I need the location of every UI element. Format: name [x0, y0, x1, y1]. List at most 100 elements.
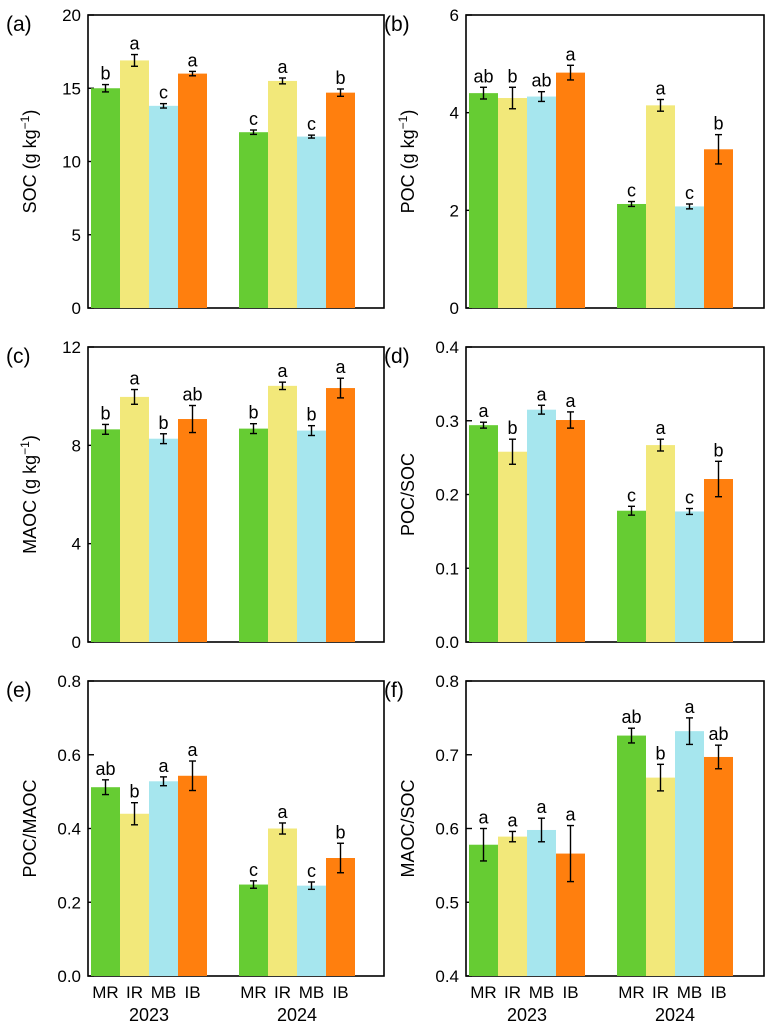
y-tick-label: 0.4: [435, 967, 459, 986]
y-tick-label: 10: [62, 153, 81, 172]
significance-letter: a: [565, 391, 576, 411]
y-tick-label: 15: [62, 79, 81, 98]
x-tick-label: MR: [618, 983, 644, 1002]
panel-label: (b): [384, 13, 410, 36]
y-axis-label-close: ): [20, 110, 40, 116]
bar-IB-2024: [326, 92, 355, 309]
significance-letter: a: [187, 740, 198, 760]
x-tick-label: MB: [529, 983, 555, 1002]
bar-IR-2024: [646, 777, 675, 976]
significance-letter: a: [536, 797, 547, 817]
bar-MR-2023: [469, 93, 498, 308]
significance-letter: a: [655, 78, 666, 98]
significance-letter: b: [306, 405, 316, 425]
y-tick-label: 6: [450, 6, 459, 25]
bar-MR-2023: [91, 88, 120, 308]
significance-letter: a: [187, 50, 198, 70]
bar-MB-2023: [149, 105, 178, 308]
bar-IB-2024: [704, 756, 733, 976]
significance-letter: b: [100, 64, 110, 84]
y-axis-label: MAOC/SOC: [398, 779, 418, 877]
significance-letter: a: [478, 401, 489, 421]
y-tick-label: 0: [450, 299, 459, 318]
x-tick-label: IR: [274, 983, 291, 1002]
x-tick-label: IR: [504, 983, 521, 1002]
bar-IR-2024: [268, 80, 297, 308]
x-group-label: 2023: [129, 1005, 169, 1025]
bar-IB-2023: [556, 72, 585, 308]
y-tick-label: 8: [72, 436, 81, 455]
x-tick-label: IB: [184, 983, 200, 1002]
panel-e: (e)0.00.20.40.60.8POC/MAOCabMRbIRaMBaIB2…: [6, 672, 385, 1025]
bar-IR-2023: [498, 836, 527, 976]
bar-MR-2023: [469, 844, 498, 976]
significance-letter: b: [507, 418, 517, 438]
x-tick-label: MR: [240, 983, 266, 1002]
y-tick-label: 0.8: [435, 672, 459, 691]
y-tick-label: 0.0: [435, 633, 459, 652]
y-axis-label-close: ): [398, 110, 418, 116]
significance-letter: c: [159, 83, 168, 103]
y-tick-label: 0.4: [435, 338, 459, 357]
bar-MB-2024: [675, 731, 704, 976]
y-tick-label: 0.6: [57, 746, 81, 765]
y-axis-label-superscript: −1: [396, 115, 410, 129]
significance-letter: b: [655, 743, 665, 763]
bar-IB-2023: [178, 73, 207, 308]
bar-IB-2024: [326, 388, 355, 642]
significance-letter: c: [307, 114, 316, 134]
significance-letter: a: [655, 418, 666, 438]
significance-letter: b: [248, 403, 258, 423]
y-tick-label: 20: [62, 6, 81, 25]
significance-letter: b: [335, 822, 345, 842]
significance-letter: c: [627, 485, 636, 505]
bar-MR-2024: [239, 428, 268, 642]
y-tick-label: 0: [72, 633, 81, 652]
panel-label: (e): [6, 679, 32, 702]
y-axis-label: POC (g kg−1): [396, 110, 418, 214]
y-tick-label: 0: [72, 299, 81, 318]
y-axis-label-superscript: −1: [18, 441, 32, 455]
significance-letter: ab: [621, 707, 641, 727]
significance-letter: a: [565, 44, 576, 64]
bar-IB-2023: [178, 419, 207, 642]
x-tick-label: MB: [299, 983, 325, 1002]
significance-letter: b: [129, 782, 139, 802]
y-tick-label: 5: [72, 226, 81, 245]
x-tick-label: MB: [151, 983, 177, 1002]
significance-letter: c: [685, 183, 694, 203]
y-tick-label: 0.2: [435, 486, 459, 505]
bar-IR-2024: [646, 445, 675, 642]
x-tick-label: MB: [677, 983, 703, 1002]
bar-IR-2023: [120, 60, 149, 308]
bar-IB-2024: [704, 149, 733, 308]
y-tick-label: 0.7: [435, 746, 459, 765]
significance-letter: a: [129, 369, 140, 389]
x-group-label: 2023: [507, 1005, 547, 1025]
significance-letter: a: [536, 384, 547, 404]
x-tick-label: IR: [126, 983, 143, 1002]
bar-MB-2023: [527, 96, 556, 308]
significance-letter: a: [565, 805, 576, 825]
y-axis-label: MAOC (g kg−1): [18, 435, 40, 554]
bar-MB-2024: [675, 511, 704, 642]
significance-letter: b: [335, 68, 345, 88]
significance-letter: c: [307, 861, 316, 881]
bar-MB-2024: [297, 430, 326, 642]
plot-frame: [87, 346, 385, 643]
bar-IR-2024: [646, 105, 675, 308]
x-tick-label: IB: [562, 983, 578, 1002]
bar-IR-2023: [120, 813, 149, 976]
bar-IR-2023: [498, 451, 527, 642]
y-axis-label-superscript: −1: [18, 115, 32, 129]
bar-IR-2023: [498, 98, 527, 309]
significance-letter: a: [277, 57, 288, 77]
significance-letter: ab: [531, 71, 551, 91]
x-tick-label: IR: [652, 983, 669, 1002]
panel-label: (d): [384, 345, 410, 368]
y-axis-label: POC/MAOC: [20, 779, 40, 877]
bar-IB-2023: [556, 420, 585, 642]
x-tick-label: IB: [710, 983, 726, 1002]
